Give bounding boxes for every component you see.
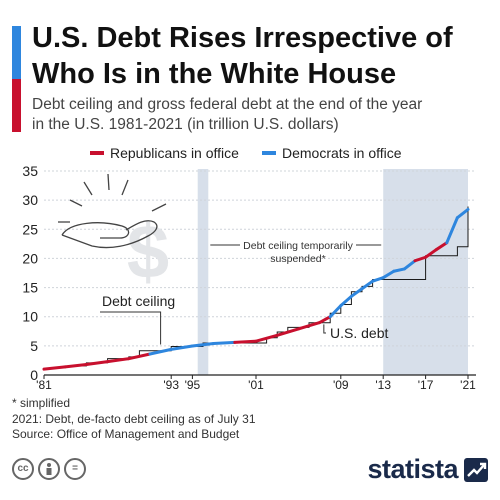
us-debt-segment xyxy=(84,360,110,367)
legend-label-democrats: Democrats in office xyxy=(282,145,402,161)
us-debt-segment xyxy=(127,352,152,361)
footer-bar: cc = statista xyxy=(12,454,488,486)
us-debt-segment xyxy=(318,315,332,325)
page-title: U.S. Debt Rises Irrespective of Who Is i… xyxy=(32,20,492,92)
x-tick-label: '95 xyxy=(185,378,201,392)
legend-item-republicans: Republicans in office xyxy=(90,145,239,161)
burst-line xyxy=(83,181,93,196)
burst-line xyxy=(107,173,110,191)
annotation-debt-ceiling: Debt ceiling xyxy=(100,293,175,345)
us-debt-segment xyxy=(349,287,364,298)
burst-line xyxy=(151,203,167,212)
annotation-us-debt: U.S. debt xyxy=(323,324,388,341)
x-tick-labels: '81 '93 '95 '01 '09 '13 '17 '21 xyxy=(36,375,476,392)
legend-label-republicans: Republicans in office xyxy=(110,145,239,161)
us-debt-segment xyxy=(190,342,216,348)
y-tick-label: 35 xyxy=(22,163,38,179)
us-debt-segment xyxy=(381,269,396,280)
us-debt-segment xyxy=(339,294,353,308)
footnote-2021: 2021: Debt, de-facto debt ceiling as of … xyxy=(12,411,256,426)
us-debt-segment xyxy=(296,321,322,331)
footnotes: * simplified 2021: Debt, de-facto debt c… xyxy=(12,396,256,443)
us-debt-segment xyxy=(106,357,131,364)
x-tick-label: '21 xyxy=(460,378,476,392)
us-debt-segment xyxy=(42,365,67,371)
us-debt-segment xyxy=(402,259,417,271)
us-debt-segment xyxy=(275,327,300,337)
cc-icon[interactable]: cc xyxy=(12,458,34,480)
y-tick-labels: 0 5 10 15 20 25 30 35 xyxy=(22,163,38,383)
title-line-2: Who Is in the White House xyxy=(32,58,397,90)
statista-logo[interactable]: statista xyxy=(367,454,458,484)
burst-line xyxy=(121,179,129,196)
accent-blue xyxy=(12,26,21,79)
x-tick-label: '93 xyxy=(163,378,179,392)
y-gridlines xyxy=(44,170,476,347)
legend-swatch-republicans xyxy=(90,151,104,155)
us-debt-segment xyxy=(392,267,406,273)
legend-item-democrats: Democrats in office xyxy=(262,145,402,161)
us-debt-segment xyxy=(169,344,194,351)
accent-red xyxy=(12,79,21,132)
suspended-label-line-2: suspended* xyxy=(270,253,325,265)
by-icon[interactable] xyxy=(38,458,60,480)
us-debt-segment xyxy=(371,276,385,283)
footnote-source: Source: Office of Management and Budget xyxy=(12,427,240,441)
shaded-period xyxy=(197,169,209,375)
subtitle: Debt ceiling and gross federal debt at t… xyxy=(32,95,487,135)
us-debt-segment xyxy=(434,241,449,252)
title-line-1: U.S. Debt Rises Irrespective of xyxy=(32,22,453,54)
us-debt-segment xyxy=(254,333,279,343)
legend: Republicans in office Democrats in offic… xyxy=(0,145,500,165)
y-tick-label: 30 xyxy=(22,192,38,208)
us-debt-segment xyxy=(424,248,438,259)
subtitle-line-1: Debt ceiling and gross federal debt at t… xyxy=(32,96,423,113)
us-debt-segment xyxy=(63,363,88,369)
x-tick-label: '81 xyxy=(36,378,52,392)
annotation-suspended: Debt ceiling temporarily suspended* xyxy=(210,240,382,265)
nd-icon[interactable]: = xyxy=(64,458,86,480)
us-debt-leader-line xyxy=(323,324,326,334)
us-debt-segment xyxy=(233,339,258,344)
legend-swatch-democrats xyxy=(262,151,276,155)
statista-logo-mark-icon xyxy=(464,458,488,482)
us-debt-series xyxy=(42,207,470,371)
x-tick-label: '01 xyxy=(248,378,264,392)
money-hand-illustration: $ xyxy=(58,173,169,295)
us-debt-segment xyxy=(212,340,237,346)
dollar-sign-icon: $ xyxy=(127,210,169,295)
y-tick-label: 20 xyxy=(22,250,38,266)
burst-line xyxy=(69,199,83,207)
us-debt-segment xyxy=(328,304,343,319)
x-tick-label: '09 xyxy=(333,378,349,392)
y-tick-label: 0 xyxy=(30,367,38,383)
us-debt-label: U.S. debt xyxy=(330,325,388,341)
us-debt-segment xyxy=(455,207,470,220)
x-tick-label: '17 xyxy=(418,378,434,392)
hand-icon xyxy=(61,220,158,249)
subtitle-line-2: in the U.S. 1981-2021 (in trillion U.S. … xyxy=(32,116,339,133)
y-tick-label: 25 xyxy=(22,221,38,237)
y-tick-label: 15 xyxy=(22,280,38,296)
title-accent-bar xyxy=(12,26,21,132)
y-tick-label: 5 xyxy=(30,338,38,354)
debt-ceiling-label: Debt ceiling xyxy=(102,293,175,309)
footnote-simplified: * simplified xyxy=(12,396,71,410)
x-tick-label: '13 xyxy=(375,378,391,392)
y-tick-label: 10 xyxy=(22,309,38,325)
us-debt-segment xyxy=(445,216,459,245)
suspended-label-line-1: Debt ceiling temporarily xyxy=(243,240,353,252)
us-debt-segment xyxy=(413,255,428,263)
debt-ceiling-leader-line xyxy=(100,311,162,345)
us-debt-segment xyxy=(148,347,173,356)
us-debt-segment xyxy=(360,279,375,291)
